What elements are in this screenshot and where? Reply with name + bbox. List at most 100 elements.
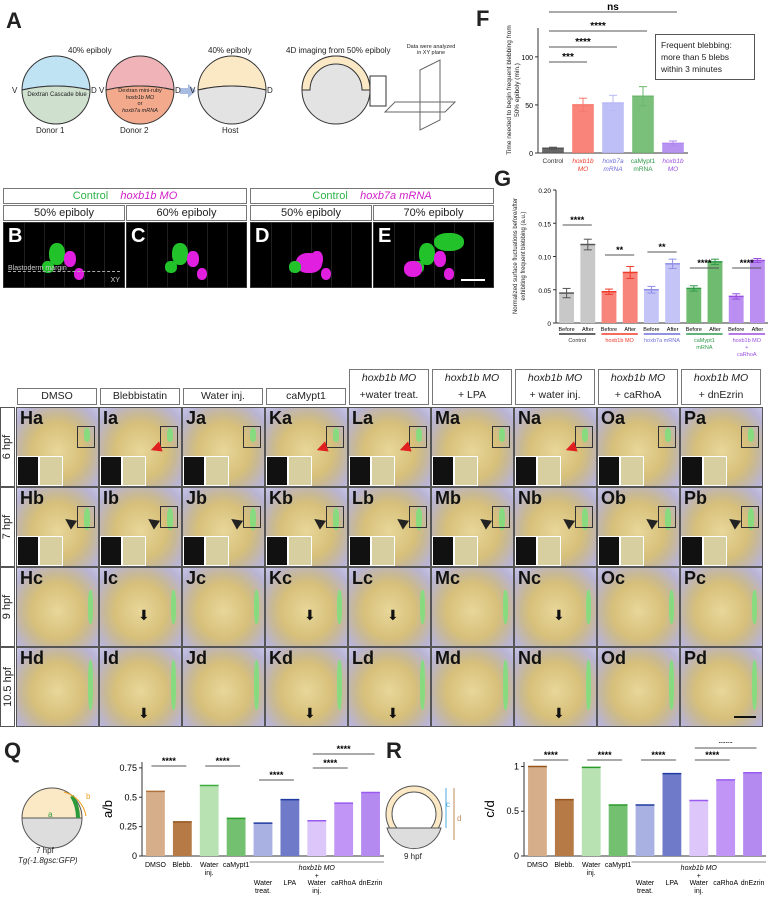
embryo-image: Lc ⬇ — [348, 567, 431, 647]
panel-letter: Oa — [601, 408, 626, 428]
x-tick-label: inj. — [312, 888, 321, 895]
donor2-d: D — [175, 86, 181, 95]
column-header: Water inj. — [183, 388, 263, 405]
x-tick-label: Control — [543, 158, 565, 165]
column-header-line2: + dnEzrin — [698, 389, 744, 401]
grid-line — [227, 223, 228, 287]
inset-image — [620, 456, 644, 486]
plane-title-1: Data were analyzed — [406, 44, 456, 50]
y-tick-label: 1 — [514, 761, 519, 771]
significance-label: **** — [740, 258, 755, 268]
donor1-stage: 40% epiboly — [68, 46, 112, 55]
arrow-down-icon: ⬇ — [138, 705, 150, 721]
embryo-image: Hc — [16, 567, 99, 647]
chart-f-y-axis-label: Time needed to begin frequent blebbing f… — [506, 25, 521, 155]
cell-cluster — [419, 243, 435, 265]
gfp-signal — [333, 428, 339, 442]
row-label-text: 9 hpf — [1, 594, 14, 620]
gfp-signal — [171, 660, 176, 710]
r-label-c: c — [446, 800, 450, 809]
inset-image — [537, 536, 561, 566]
group1-header: Control hoxb1b MO — [3, 188, 247, 204]
embryo-image: Oa — [597, 407, 680, 487]
x-tick-label: Before — [728, 327, 744, 333]
y-tick-label: 0.20 — [538, 188, 551, 195]
x-tick-label: mRNA — [603, 166, 622, 173]
y-tick-label: 0 — [132, 851, 137, 861]
panel-letter: Pb — [684, 488, 708, 508]
embryo-image: Jc — [182, 567, 265, 647]
inset-image — [349, 536, 371, 566]
row-label-text: 10.5 hpf — [1, 667, 14, 707]
panel-letter: Ja — [186, 408, 207, 428]
embryo-image: Ma — [431, 407, 514, 487]
bar — [253, 823, 273, 856]
gfp-signal — [582, 508, 588, 530]
grid-line — [474, 223, 475, 287]
x-tick-label: After — [624, 327, 636, 333]
group-label: caRhoA — [737, 352, 757, 358]
column-header-line2: +water treat. — [359, 389, 419, 401]
x-tick-label: MO — [668, 166, 678, 173]
x-tick-label: Water — [254, 880, 273, 887]
significance-label: **** — [162, 756, 177, 766]
grid-line — [167, 223, 168, 287]
zoom-region-box — [575, 506, 593, 528]
panel-letter: Mb — [435, 488, 461, 508]
panel-e-header: 70% epiboly — [373, 205, 494, 221]
bar — [226, 818, 246, 856]
gfp-signal — [582, 428, 588, 442]
gfp-signal — [84, 428, 90, 442]
bar — [572, 104, 594, 153]
gfp-signal — [499, 428, 505, 442]
bar — [686, 288, 702, 323]
bar — [334, 803, 354, 856]
gfp-signal — [752, 590, 757, 624]
significance-label: **** — [269, 770, 284, 780]
panel-letter: Nd — [518, 648, 542, 668]
panel-letter: Jc — [186, 568, 207, 588]
bar — [728, 296, 744, 323]
arrow-down-icon: ⬇ — [304, 607, 316, 623]
inset-image — [432, 456, 454, 486]
inset-image — [598, 456, 620, 486]
r-label-d: d — [457, 814, 462, 823]
embryo-image: Md — [431, 647, 514, 727]
gfp-signal — [88, 660, 93, 710]
inset-image — [620, 536, 644, 566]
bar — [662, 773, 682, 856]
bar — [528, 766, 547, 856]
panel-letter: Jd — [186, 648, 208, 668]
column-header: hoxb1b MO + caRhoA — [598, 369, 678, 405]
panel-letter: Ma — [435, 408, 461, 428]
column-header-line1: DMSO — [41, 390, 73, 402]
inset-image — [515, 536, 537, 566]
panel-f-label: F — [476, 6, 490, 31]
inset-image — [122, 536, 146, 566]
cell-cluster — [165, 261, 177, 273]
donor2-mo: hoxb1b MO — [125, 94, 155, 101]
bar — [280, 799, 300, 856]
x-tick-label: DMSO — [145, 862, 167, 869]
y-axis-label: c/d — [482, 800, 497, 817]
panel-letter: Hb — [20, 488, 44, 508]
embryo-image: Ka ◀ — [265, 407, 348, 487]
inset-image — [432, 536, 454, 566]
y-tick-label: 50 — [525, 103, 533, 110]
arrow-down-icon: ⬇ — [304, 705, 316, 721]
panel-q-label: Q — [4, 738, 22, 763]
group2-control-label: Control — [312, 190, 348, 202]
panel-g-label: G — [494, 166, 512, 191]
inset-image — [681, 536, 703, 566]
zoom-region-box — [326, 506, 344, 528]
chart-g: 00.050.100.150.20****** ****** ****Before A… — [538, 188, 768, 358]
significance-label: **** — [590, 21, 606, 32]
embryo-image: Od — [597, 647, 680, 727]
x-tick-label: LPA — [284, 880, 297, 887]
zoom-region-box — [160, 426, 178, 448]
bar — [707, 261, 723, 323]
panel-c-header: 60% epiboly — [126, 205, 247, 221]
gfp-signal — [503, 660, 508, 710]
inset-image — [515, 456, 537, 486]
inset-image — [205, 456, 229, 486]
